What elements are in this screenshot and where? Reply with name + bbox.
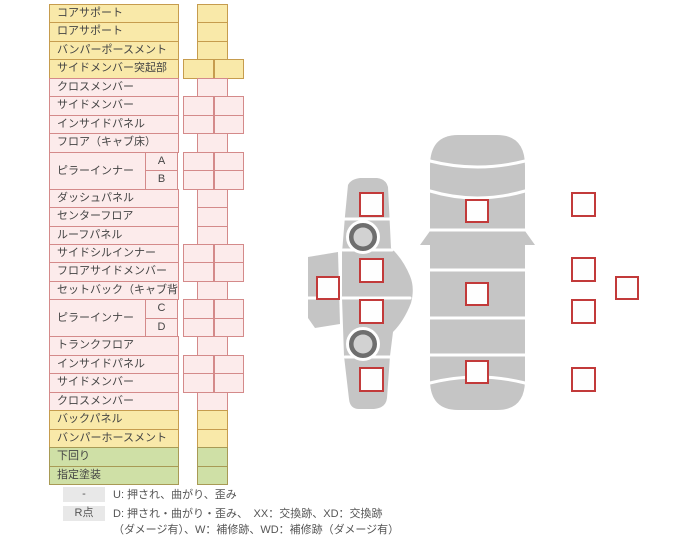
part-label: センターフロア [49,207,179,227]
status-cell[interactable] [196,78,228,97]
damage-marker-left-front-fender[interactable] [359,192,384,217]
part-label: バンパーポースメント [49,41,179,60]
part-label: バックパネル [49,410,179,430]
status-cell-left[interactable] [183,373,214,393]
part-label: サイドメンバー [49,96,179,116]
part-label: コアサポート [49,4,179,23]
damage-marker-center-rear[interactable] [465,360,489,384]
part-label: サイドシルインナー [49,244,179,263]
status-cell-left[interactable] [183,244,214,263]
part-label: セットバック（キャブ背） [49,281,179,300]
status-cell-right[interactable] [213,373,244,393]
car-top-view-silhouette [420,135,535,410]
status-cell-right[interactable] [213,115,244,134]
status-cell[interactable] [196,336,228,356]
damage-marker-center-front[interactable] [465,199,489,223]
status-cell[interactable] [196,41,228,60]
part-sublabel: A [145,152,178,171]
part-label: バンパーホースメント [49,429,179,448]
legend-badge: R点 [63,506,105,521]
part-label: 指定塗装 [49,466,179,485]
status-cell-left[interactable] [183,152,214,171]
damage-marker-right-front-fender[interactable] [571,192,596,217]
damage-marker-right-rear-fender[interactable] [571,367,596,392]
damage-marker-left-rear-door[interactable] [359,299,384,324]
part-label: ピラーインナー [49,299,146,337]
status-cell-left[interactable] [183,318,214,337]
legend-text: D: 押され・曲がり・歪み、 XX：交換跡、XD：交換跡 （ダメージ有）、W：補… [113,508,400,535]
damage-marker-center-middle[interactable] [465,282,489,306]
status-cell-right[interactable] [213,262,244,282]
legend-text: U: 押され、曲がり、歪み [113,489,237,501]
part-label: サイドメンバー [49,373,179,393]
vehicle-damage-diagram: .divline{fill:none;stroke:#ffffff;stroke… [306,135,639,410]
status-cell-left[interactable] [183,170,214,190]
damage-marker-left-side-sill[interactable] [316,276,340,300]
status-cell[interactable] [196,281,228,300]
part-label: フロア（キャブ床） [49,133,179,153]
damage-marker-right-side-sill[interactable] [615,276,639,300]
part-label: ルーフパネル [49,226,179,245]
status-cell[interactable] [196,4,228,23]
status-cell[interactable] [196,133,228,153]
status-cell[interactable] [196,429,228,448]
part-label: ピラーインナー [49,152,146,190]
part-label: トランクフロア [49,336,179,356]
part-sublabel: B [145,170,178,190]
status-cell-left[interactable] [183,299,214,319]
part-sublabel: C [145,299,178,319]
status-cell[interactable] [196,466,228,485]
status-cell[interactable] [196,189,228,208]
legend-badge: - [63,487,105,502]
part-label: サイドメンバー突起部 [49,59,179,79]
status-cell-right[interactable] [213,244,244,263]
status-cell-right[interactable] [213,170,244,190]
status-cell-left[interactable] [183,355,214,374]
status-cell-right[interactable] [213,318,244,337]
status-cell[interactable] [196,207,228,227]
status-cell-right[interactable] [213,96,244,116]
part-label: クロスメンバー [49,78,179,97]
part-label: クロスメンバー [49,392,179,411]
status-cell-right[interactable] [213,152,244,171]
part-sublabel: D [145,318,178,337]
part-label: 下回り [49,447,179,467]
legend-row: R点 D: 押され・曲がり・歪み、 XX：交換跡、XD：交換跡 （ダメージ有）、W… [63,506,399,535]
status-cell[interactable] [196,226,228,245]
damage-marker-right-rear-door[interactable] [571,299,596,324]
status-cell[interactable] [196,392,228,411]
status-cell-left[interactable] [183,96,214,116]
legend-row: - U: 押され、曲がり、歪み [63,487,399,503]
part-label: ロアサポート [49,22,179,42]
status-cell-left[interactable] [183,262,214,282]
status-cell-left[interactable] [183,115,214,134]
part-label: インサイドパネル [49,115,179,134]
status-cell-right[interactable] [213,299,244,319]
car-side-view-silhouette [306,178,413,409]
status-cell[interactable] [196,447,228,467]
damage-marker-left-rear-fender[interactable] [359,367,384,392]
part-label: ダッシュパネル [49,189,179,208]
status-cell[interactable] [196,22,228,42]
part-label: インサイドパネル [49,355,179,374]
status-cell-right[interactable] [213,355,244,374]
legend: - U: 押され、曲がり、歪み R点 D: 押され・曲がり・歪み、 XX：交換跡、XD… [63,487,399,535]
damage-marker-left-front-door[interactable] [359,258,384,283]
part-label: フロアサイドメンバー [49,262,179,282]
damage-marker-right-front-door[interactable] [571,257,596,282]
status-cell-left[interactable] [183,59,214,79]
status-cell-right[interactable] [213,59,244,79]
status-cell[interactable] [196,410,228,430]
